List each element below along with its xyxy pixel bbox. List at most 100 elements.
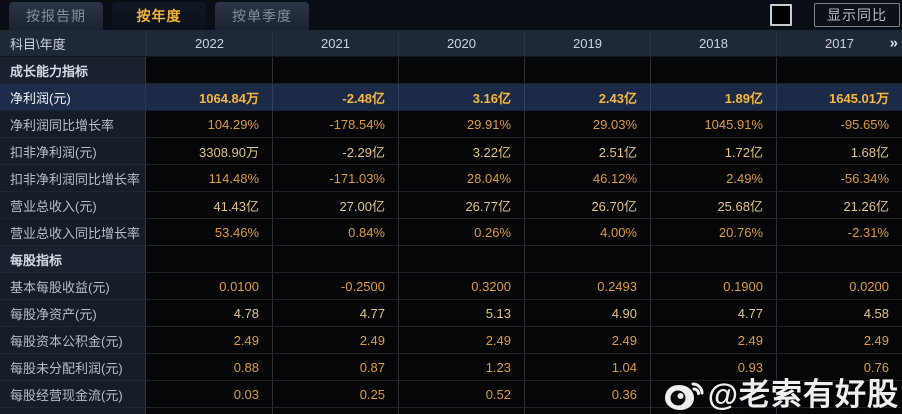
year-header-2020[interactable]: 2020 — [398, 30, 524, 56]
table-header-row: 科目\年度 2022 2021 2020 2019 2018 2017 » — [0, 30, 902, 57]
cell-value: 27.00亿 — [272, 192, 398, 219]
cell-value: 0.0100 — [146, 273, 272, 300]
row-label: 成长能力指标 — [0, 57, 146, 84]
cell-value: 1.68亿 — [776, 138, 902, 165]
row-label: 营业总收入(元) — [0, 192, 146, 219]
cell-value: 26.77亿 — [398, 192, 524, 219]
year-header-2017-label: 2017 — [825, 35, 854, 51]
row-label: 净利润(元) — [0, 84, 146, 111]
cell-value: 0.87 — [272, 354, 398, 381]
cell-value: 1.04 — [524, 354, 650, 381]
table-row[interactable]: 每股未分配利润(元) 0.88 0.87 1.23 1.04 0.93 0.76 — [0, 354, 902, 381]
cell-value — [398, 246, 524, 273]
table-row[interactable]: 基本每股收益(元) 0.0100 -0.2500 0.3200 0.2493 0.1900… — [0, 273, 902, 300]
row-label: 每股资本公积金(元) — [0, 327, 146, 354]
cell-value: 3308.90万 — [146, 138, 272, 165]
table-row[interactable]: 每股指标 — [0, 246, 902, 273]
cell-value: 2.49% — [650, 165, 776, 192]
row-label: 扣非净利润(元) — [0, 138, 146, 165]
cell-value: 1.89亿 — [650, 84, 776, 111]
cell-value: 0.3200 — [398, 273, 524, 300]
table-row[interactable]: 每股资本公积金(元) 2.49 2.49 2.49 2.49 2.49 2.49 — [0, 327, 902, 354]
cell-value: 4.78 — [146, 300, 272, 327]
cell-value: -95.65% — [776, 111, 902, 138]
cell-value: 4.58 — [776, 300, 902, 327]
cell-value: 1064.84万 — [146, 84, 272, 111]
cell-value: 4.90 — [524, 300, 650, 327]
show-yoy-checkbox[interactable] — [770, 4, 792, 26]
cell-value: 0.0200 — [776, 273, 902, 300]
cell-value: 3.22亿 — [398, 138, 524, 165]
tab-by-year[interactable]: 按年度 — [112, 2, 206, 30]
cell-value: 0.36 — [524, 381, 650, 408]
table-row[interactable]: 营业总收入(元) 41.43亿 27.00亿 26.77亿 26.70亿 25.68亿 21… — [0, 192, 902, 219]
tab-by-report-period[interactable]: 按报告期 — [9, 2, 103, 30]
cell-value — [650, 57, 776, 84]
cell-value: 2.49 — [272, 327, 398, 354]
cell-value: 26.70亿 — [524, 192, 650, 219]
cell-value: 0.03 — [146, 381, 272, 408]
tab-by-single-quarter[interactable]: 按单季度 — [215, 2, 309, 30]
cell-value: 0.2493 — [524, 273, 650, 300]
year-header-2021[interactable]: 2021 — [272, 30, 398, 56]
cell-value — [776, 381, 902, 408]
row-label: 每股未分配利润(元) — [0, 354, 146, 381]
cell-value: 1.23 — [398, 354, 524, 381]
cell-value: -178.54% — [272, 111, 398, 138]
year-header-2017[interactable]: 2017 » — [776, 30, 902, 56]
cell-value — [524, 246, 650, 273]
cell-value: 21.26亿 — [776, 192, 902, 219]
cell-value: 29.91% — [398, 111, 524, 138]
cell-value — [272, 57, 398, 84]
row-label: 基本每股收益(元) — [0, 273, 146, 300]
cell-value: 53.46% — [146, 219, 272, 246]
show-yoy-label[interactable]: 显示同比 — [814, 3, 900, 27]
cell-value: 0.1900 — [650, 273, 776, 300]
cell-value: 41.43亿 — [146, 192, 272, 219]
cell-value — [272, 246, 398, 273]
cell-value: 2.51亿 — [524, 138, 650, 165]
year-header-2019[interactable]: 2019 — [524, 30, 650, 56]
row-label: 每股指标 — [0, 246, 146, 273]
cell-value: 20.76% — [650, 219, 776, 246]
table-row[interactable]: 每股净资产(元) 4.78 4.77 5.13 4.90 4.77 4.58 — [0, 300, 902, 327]
cell-value: 1.72亿 — [650, 138, 776, 165]
cell-value — [146, 246, 272, 273]
cell-value: 0.88 — [146, 354, 272, 381]
cell-value: 0.26% — [398, 219, 524, 246]
year-header-2018[interactable]: 2018 — [650, 30, 776, 56]
table-row[interactable]: 净利润同比增长率 104.29% -178.54% 29.91% 29.03% 1045.… — [0, 111, 902, 138]
table-row[interactable]: 每股经营现金流(元) 0.03 0.25 0.52 0.36 — [0, 381, 902, 408]
cell-value: 3.16亿 — [398, 84, 524, 111]
table-row[interactable]: 营业总收入同比增长率 53.46% 0.84% 0.26% 4.00% 20.76% -2.… — [0, 219, 902, 246]
cell-value: -171.03% — [272, 165, 398, 192]
cell-value: 2.49 — [650, 327, 776, 354]
table-row[interactable]: 净利润(元) 1064.84万 -2.48亿 3.16亿 2.43亿 1.89亿 1645.… — [0, 84, 902, 111]
row-label: 扣非净利润同比增长率 — [0, 165, 146, 192]
cell-value — [650, 246, 776, 273]
cell-value: 0.93 — [650, 354, 776, 381]
table-row[interactable]: 扣非净利润同比增长率 114.48% -171.03% 28.04% 46.12% 2.4… — [0, 165, 902, 192]
cell-value: 2.49 — [776, 327, 902, 354]
cell-value — [398, 57, 524, 84]
cell-value: 25.68亿 — [650, 192, 776, 219]
table-row[interactable]: 扣非净利润(元) 3308.90万 -2.29亿 3.22亿 2.51亿 1.72亿 1.6… — [0, 138, 902, 165]
corner-header: 科目\年度 — [10, 36, 66, 52]
cell-value: 5.13 — [398, 300, 524, 327]
cell-value: -2.29亿 — [272, 138, 398, 165]
cell-value: 0.52 — [398, 381, 524, 408]
more-columns-icon[interactable]: » — [889, 34, 898, 52]
cell-value: 1045.91% — [650, 111, 776, 138]
row-label: 每股经营现金流(元) — [0, 381, 146, 408]
cell-value: -56.34% — [776, 165, 902, 192]
cell-value: 4.00% — [524, 219, 650, 246]
cell-value — [524, 57, 650, 84]
cell-value: 4.77 — [650, 300, 776, 327]
row-label: 净利润同比增长率 — [0, 111, 146, 138]
cell-value: 2.49 — [146, 327, 272, 354]
cell-value: 1645.01万 — [776, 84, 902, 111]
table-row[interactable]: 成长能力指标 — [0, 57, 902, 84]
year-header-2022[interactable]: 2022 — [146, 30, 272, 56]
cell-value — [776, 57, 902, 84]
